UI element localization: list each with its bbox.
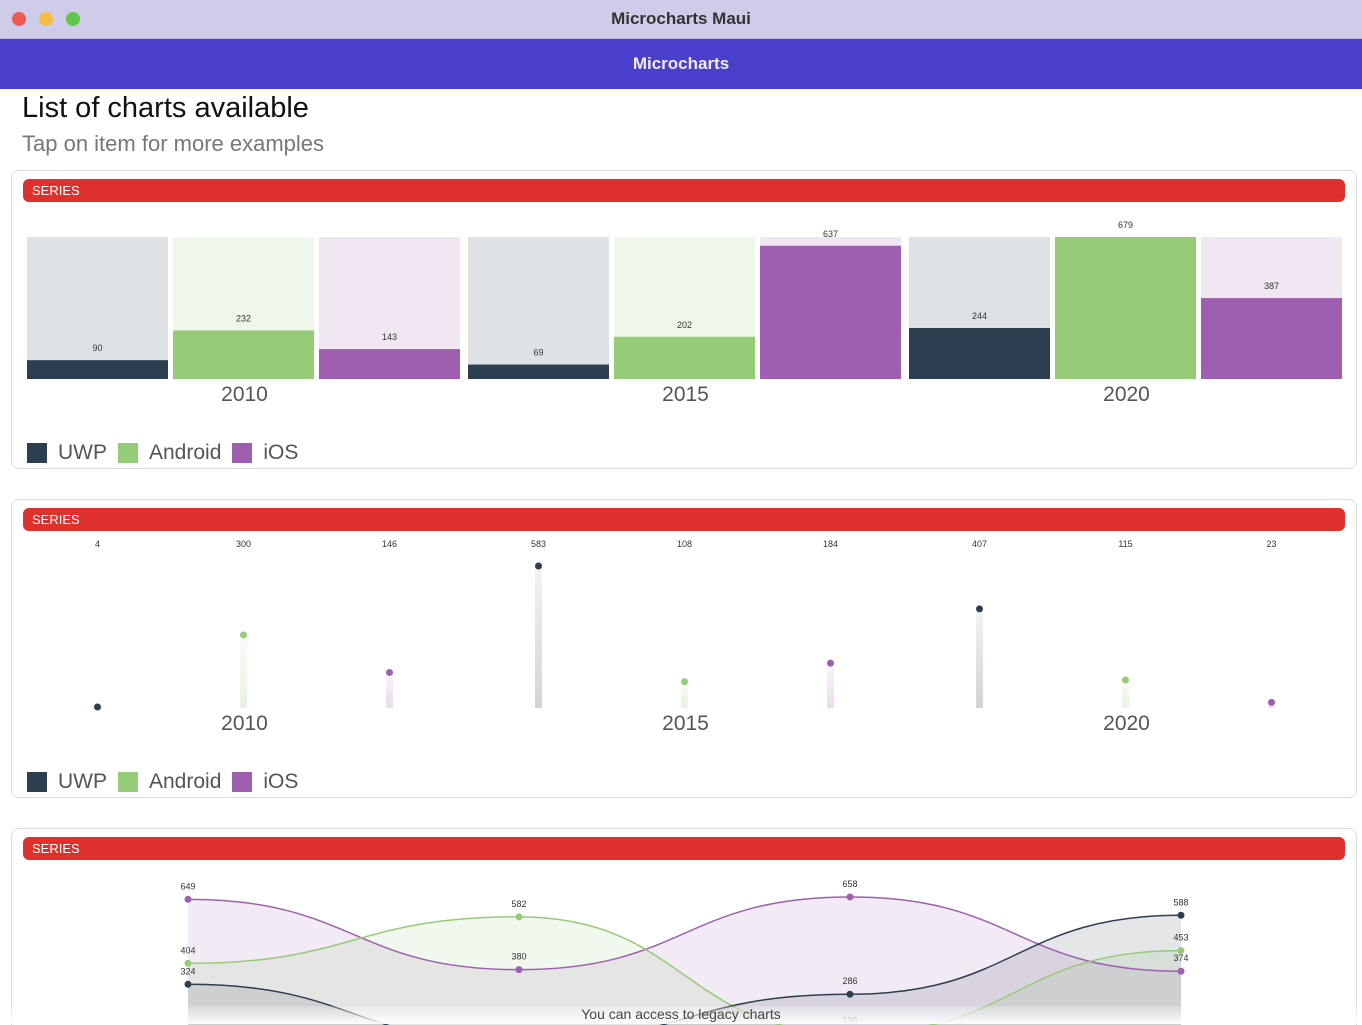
bar-chart: 90 232 143 2010 69 202 637 2015 244 679 387 2020 (12, 171, 1356, 468)
area-point-ios (847, 893, 854, 900)
point-stem (535, 566, 542, 708)
bar-ios (319, 349, 460, 379)
chart-card-area[interactable]: SERIES 649380658374404582136453324100286… (11, 828, 1357, 1025)
point-android (1122, 676, 1129, 683)
bar-ios (1201, 298, 1342, 379)
legend-label-ios: iOS (263, 441, 298, 465)
area-value-label: 286 (842, 976, 857, 986)
legend-swatch-android (118, 443, 138, 463)
area-point-android (1178, 947, 1185, 954)
legend-swatch-uwp (27, 443, 47, 463)
window-titlebar: Microcharts Maui (0, 0, 1362, 39)
point-stem (681, 682, 688, 708)
area-value-label: 588 (1173, 897, 1188, 907)
area-point-uwp (185, 981, 192, 988)
navigation-bar: Microcharts (0, 39, 1362, 89)
point-stem (1122, 680, 1129, 708)
bar-value-label: 90 (92, 343, 102, 353)
point-uwp (535, 563, 542, 570)
legend-swatch-android (118, 772, 138, 792)
point-value-label: 115 (1118, 539, 1132, 549)
point-stem (240, 635, 247, 708)
legacy-charts-note[interactable]: You can access to legacy charts (0, 1006, 1362, 1024)
area-value-label: 649 (180, 881, 195, 891)
legend-swatch-ios (232, 772, 252, 792)
bar-uwp (909, 328, 1050, 379)
bar-ios (760, 246, 901, 379)
bar-value-label: 244 (972, 311, 987, 321)
chart-legend: UWP Android iOS (27, 441, 309, 465)
area-value-label: 380 (511, 952, 526, 962)
area-point-ios (185, 896, 192, 903)
point-stem (386, 672, 393, 708)
window-title: Microcharts Maui (0, 9, 1362, 29)
point-value-label: 146 (382, 539, 397, 549)
area-chart: 649380658374404582136453324100286588 (12, 829, 1356, 1025)
point-uwp (94, 704, 101, 711)
area-point-uwp (1178, 912, 1185, 919)
point-value-label: 583 (531, 539, 546, 549)
point-android (681, 678, 688, 685)
bar-value-label: 637 (823, 229, 838, 239)
area-point-ios (516, 966, 523, 973)
point-value-label: 108 (677, 539, 692, 549)
bar-value-label: 143 (382, 332, 397, 342)
x-axis-label: 2010 (221, 383, 268, 406)
bar-value-label: 202 (677, 320, 692, 330)
legend-label-android: Android (149, 441, 221, 465)
x-axis-label: 2020 (1103, 383, 1150, 406)
legend-label-uwp: UWP (58, 770, 107, 794)
x-axis-label: 2015 (662, 712, 709, 735)
page-subtitle: Tap on item for more examples (22, 131, 324, 157)
bar-uwp (468, 365, 609, 379)
area-point-uwp (847, 991, 854, 998)
bar-background (27, 237, 168, 379)
point-chart: 4 300 146 2010 583 108 184 2015 407 115 23 2020 (12, 500, 1356, 797)
point-value-label: 4 (95, 539, 100, 549)
bar-android (173, 330, 314, 379)
bar-android (614, 337, 755, 379)
bar-android (1055, 237, 1196, 379)
chart-legend: UWP Android iOS (27, 770, 309, 794)
point-value-label: 184 (823, 539, 838, 549)
bar-uwp (27, 360, 168, 379)
area-point-ios (1178, 968, 1185, 975)
area-value-label: 582 (511, 899, 526, 909)
point-stem (827, 663, 834, 708)
area-value-label: 374 (1173, 953, 1188, 963)
page-title: List of charts available (22, 92, 309, 125)
area-value-label: 324 (180, 966, 195, 976)
legend-label-uwp: UWP (58, 441, 107, 465)
point-ios (386, 669, 393, 676)
point-ios (1268, 699, 1275, 706)
point-value-label: 407 (972, 539, 987, 549)
nav-title: Microcharts (0, 54, 1362, 74)
point-stem (976, 609, 983, 708)
legend-label-ios: iOS (263, 770, 298, 794)
area-point-android (516, 913, 523, 920)
legend-swatch-ios (232, 443, 252, 463)
bar-background (468, 237, 609, 379)
point-ios (827, 660, 834, 667)
legend-label-android: Android (149, 770, 221, 794)
point-value-label: 300 (236, 539, 251, 549)
point-uwp (976, 605, 983, 612)
area-value-label: 404 (180, 945, 195, 955)
x-axis-label: 2020 (1103, 712, 1150, 735)
bar-value-label: 232 (236, 313, 251, 323)
x-axis-label: 2010 (221, 712, 268, 735)
bar-value-label: 679 (1118, 220, 1133, 230)
bar-value-label: 69 (533, 348, 543, 358)
area-value-label: 453 (1173, 933, 1188, 943)
x-axis-label: 2015 (662, 383, 709, 406)
point-android (240, 631, 247, 638)
area-value-label: 658 (842, 879, 857, 889)
legend-swatch-uwp (27, 772, 47, 792)
bar-value-label: 387 (1264, 281, 1279, 291)
point-value-label: 23 (1266, 539, 1276, 549)
